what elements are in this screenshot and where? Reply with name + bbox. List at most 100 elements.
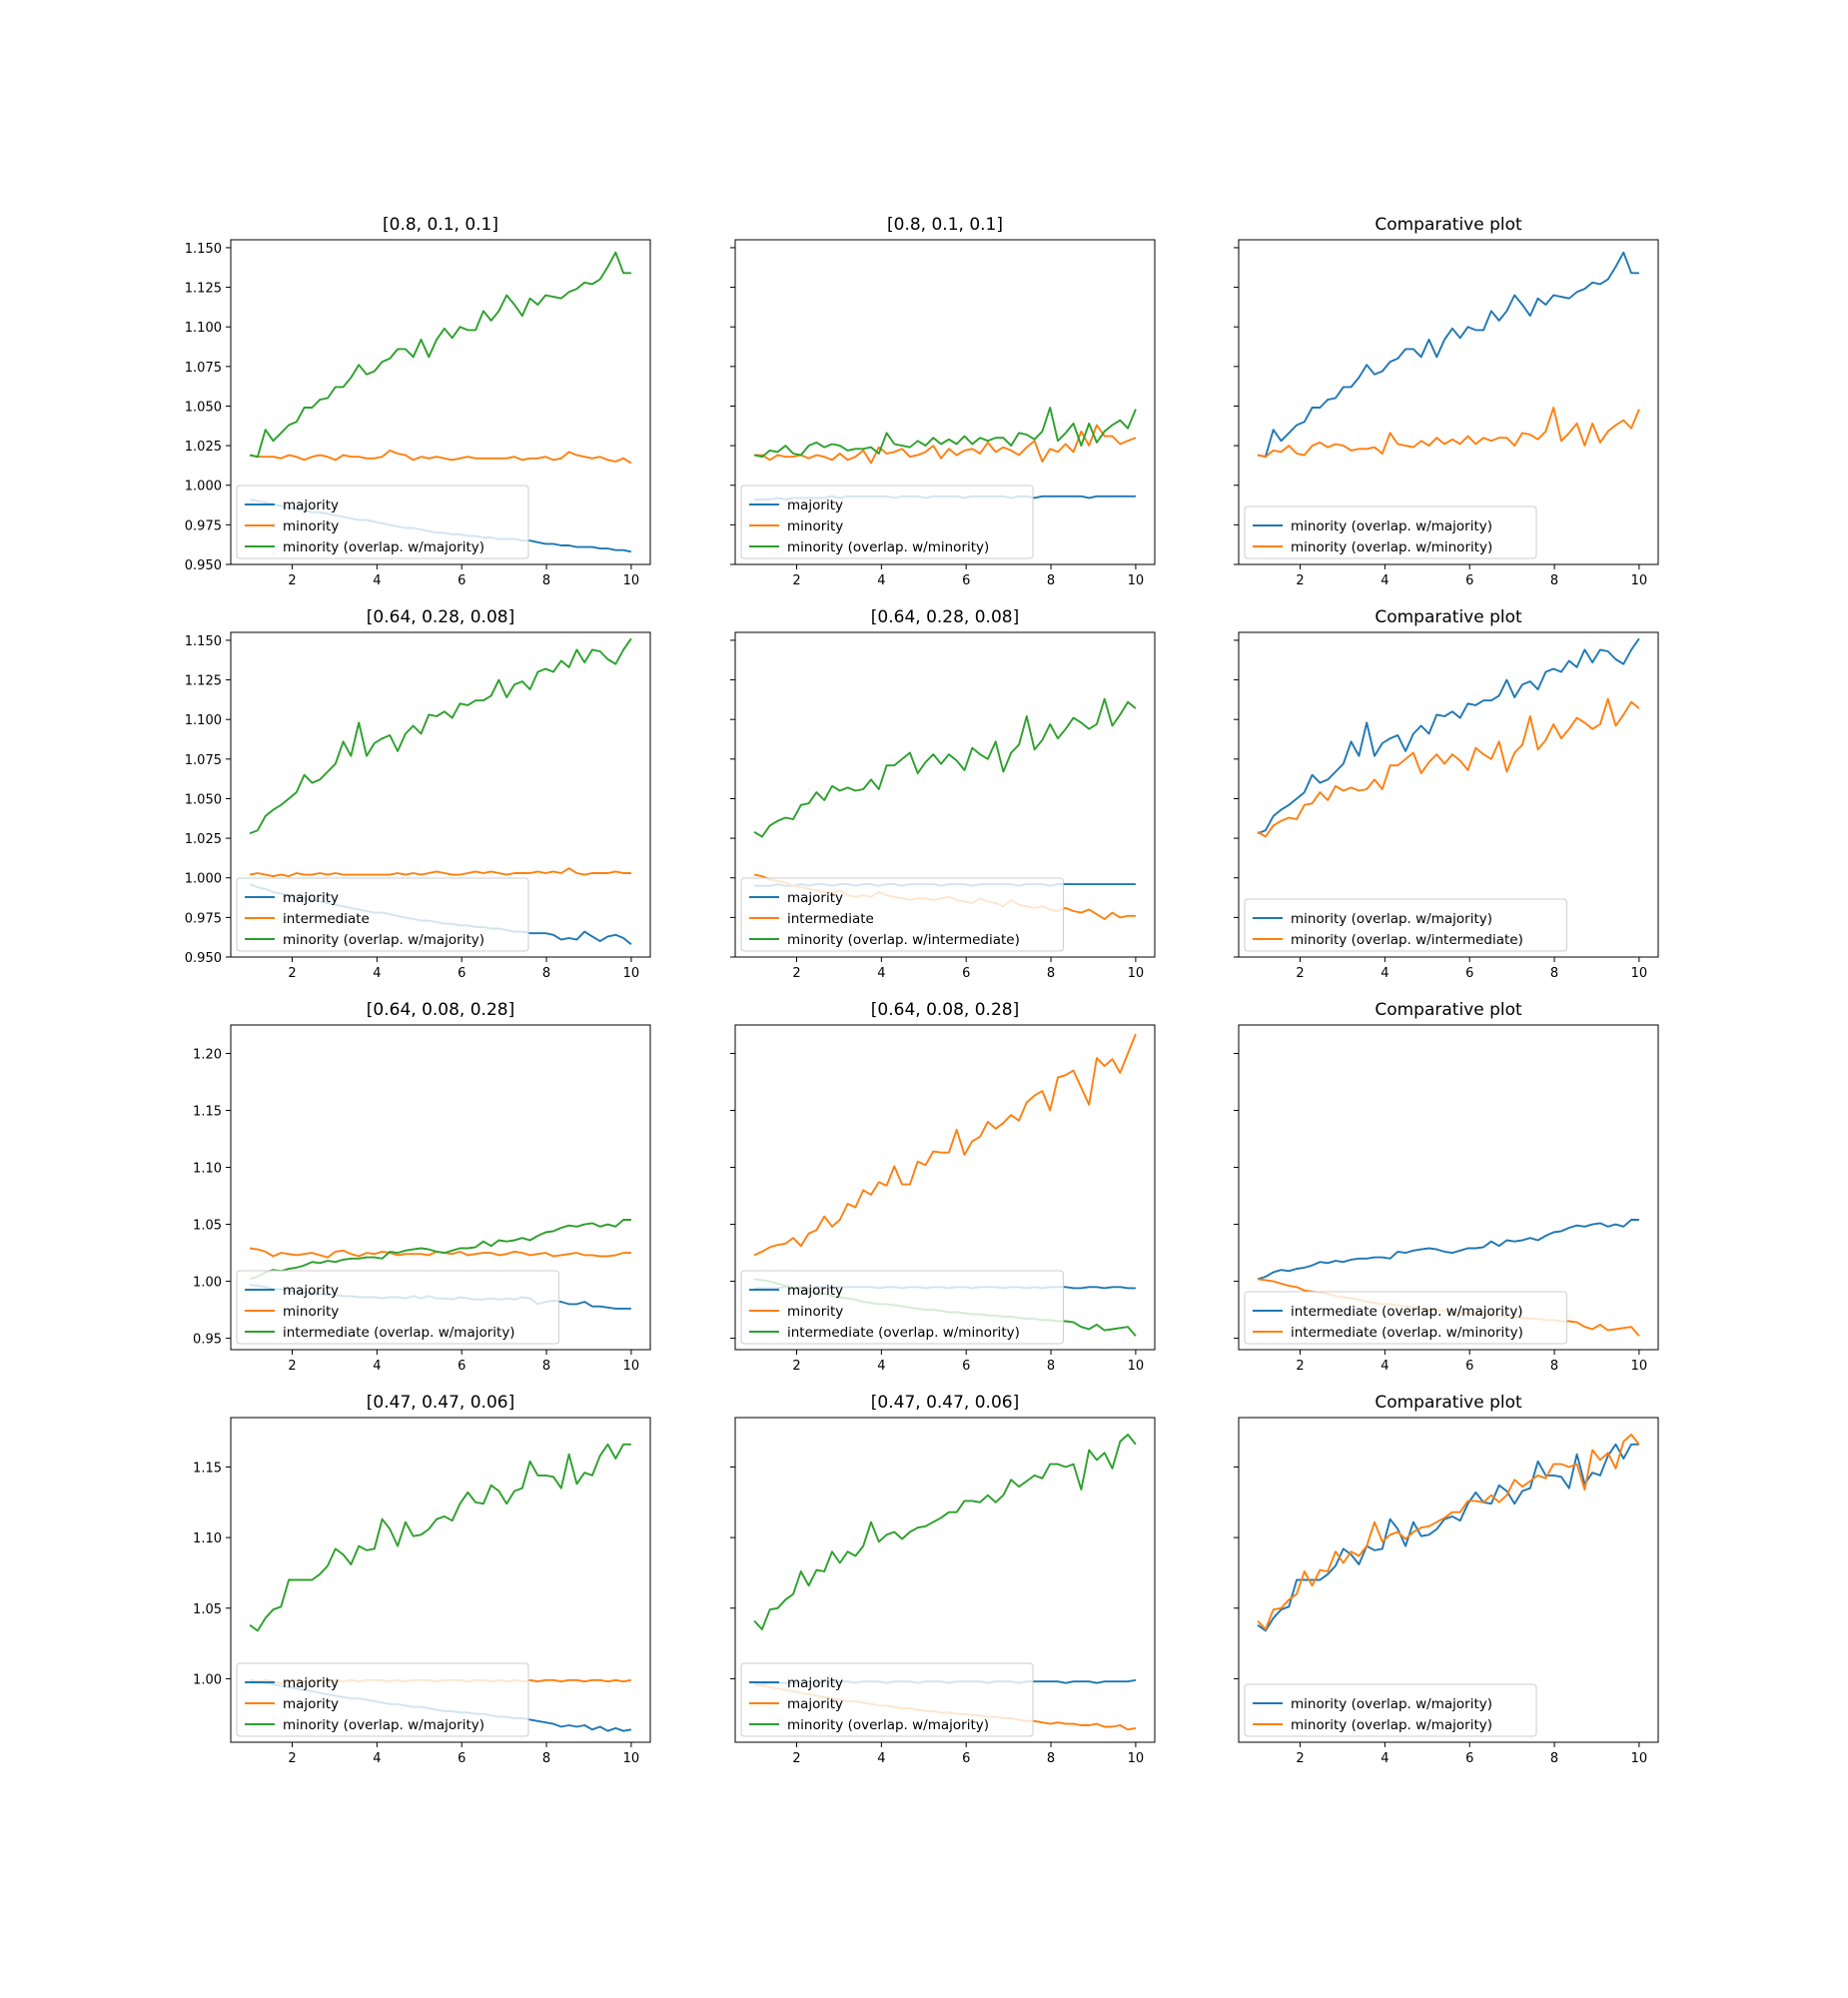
x-tick-label: 4 xyxy=(877,573,885,588)
x-tick-label: 2 xyxy=(288,1359,296,1374)
subplot-title: Comparative plot xyxy=(1375,1000,1522,1020)
legend-label: minority xyxy=(787,518,843,534)
series-line-3 xyxy=(249,1443,631,1632)
subplot-5: [0.64, 0.28, 0.08] 2 4 6 8 10 majority intermed… xyxy=(730,607,1156,981)
x-tick-label: 2 xyxy=(792,1359,800,1374)
y-tick-label: 1.050 xyxy=(185,792,222,807)
plot-frame xyxy=(1238,631,1659,958)
subplot-title: [0.64, 0.28, 0.08] xyxy=(871,607,1019,627)
subplot-2: [0.8, 0.1, 0.1] 2 4 6 8 10 majority minority min… xyxy=(730,215,1156,588)
x-tick-label: 8 xyxy=(1047,1751,1055,1766)
legend-label: majority xyxy=(283,498,339,513)
legend-label: majority xyxy=(283,1283,339,1299)
y-tick-label: 1.150 xyxy=(185,634,222,649)
legend: majority minority minority (overlap. w/min… xyxy=(740,485,1034,559)
x-tick-label: 10 xyxy=(1631,1751,1648,1766)
y-tick-label: 1.125 xyxy=(185,674,222,689)
legend-box xyxy=(1244,1291,1567,1345)
x-tick-label: 8 xyxy=(1047,966,1055,981)
x-tick-label: 10 xyxy=(1128,1751,1145,1766)
legend-box xyxy=(236,1270,559,1345)
x-tick-label: 8 xyxy=(1550,966,1558,981)
y-tick-label: 1.075 xyxy=(185,361,222,376)
plot-frame xyxy=(230,631,651,958)
x-tick-label: 8 xyxy=(1047,1359,1055,1374)
subplot-title: [0.8, 0.1, 0.1] xyxy=(383,215,498,235)
x-tick-label: 4 xyxy=(373,1751,381,1766)
plot-frame xyxy=(734,631,1156,958)
legend-label: majority xyxy=(283,1675,339,1691)
legend: minority (overlap. w/majority) minority (… xyxy=(1244,898,1567,952)
series-line-1 xyxy=(1257,1443,1639,1632)
legend-label: majority xyxy=(787,1696,843,1712)
x-tick-label: 2 xyxy=(792,966,800,981)
plot-frame xyxy=(734,1417,1156,1743)
series-line-2 xyxy=(249,449,632,465)
x-tick-label: 6 xyxy=(962,1751,970,1766)
y-tick-label: 1.125 xyxy=(185,282,222,297)
legend-label: intermediate xyxy=(787,911,874,927)
legend: minority (overlap. w/majority) minority (… xyxy=(1244,505,1537,559)
y-tick-label: 1.05 xyxy=(193,1219,222,1234)
x-tick-label: 4 xyxy=(1381,1359,1388,1374)
x-tick-label: 4 xyxy=(373,1359,381,1374)
y-tick-label: 1.000 xyxy=(185,480,222,495)
y-tick-label: 1.100 xyxy=(185,713,222,728)
x-tick-label: 2 xyxy=(288,1751,296,1766)
subplot-11: [0.47, 0.47, 0.06]2 4 6 8 10majoritymajority… xyxy=(730,1393,1156,1766)
legend: majority minority intermediate (overlap. w… xyxy=(740,1270,1064,1345)
y-tick-label: 1.025 xyxy=(185,832,222,847)
x-tick-label: 10 xyxy=(623,1359,640,1374)
legend-label: intermediate (overlap. w/majority) xyxy=(1291,1304,1523,1320)
subplot-title: [0.8, 0.1, 0.1] xyxy=(887,215,1003,235)
x-tick-label: 6 xyxy=(1465,966,1473,981)
x-tick-label: 10 xyxy=(1631,573,1648,588)
x-tick-label: 10 xyxy=(1631,966,1648,981)
y-tick-label: 1.050 xyxy=(185,400,222,415)
subplot-12: Comparative plot 2 4 6 8 10 minority (overlap.… xyxy=(1234,1393,1659,1766)
series-line-3 xyxy=(753,1434,1137,1630)
legend-label: minority (overlap. w/majority) xyxy=(1291,911,1492,927)
y-tick-label: 1.15 xyxy=(193,1105,222,1120)
legend-label: majority xyxy=(787,1283,843,1299)
legend-label: minority xyxy=(283,1304,339,1320)
series-line-2 xyxy=(754,424,1137,465)
x-tick-label: 4 xyxy=(1381,573,1388,588)
y-tick-label: 1.025 xyxy=(185,440,222,455)
x-tick-label: 10 xyxy=(1631,1359,1648,1374)
x-tick-label: 4 xyxy=(877,1751,885,1766)
x-tick-label: 6 xyxy=(1465,1359,1473,1374)
legend-label: intermediate (overlap. w/minority) xyxy=(787,1325,1020,1341)
subplot-title: [0.47, 0.47, 0.06] xyxy=(367,1393,514,1413)
legend-label: minority (overlap. w/majority) xyxy=(1291,1717,1492,1733)
x-tick-label: 6 xyxy=(458,1359,465,1374)
legend: majority minority minority (overlap. w/maj… xyxy=(236,485,529,559)
x-tick-label: 2 xyxy=(1296,1359,1304,1374)
subplot-9: Comparative plot 2 4 6 8 10 intermediate (over… xyxy=(1234,1000,1659,1374)
plot-frame xyxy=(230,239,651,565)
x-tick-label: 6 xyxy=(962,1359,970,1374)
y-tick-label: 1.00 xyxy=(193,1672,222,1687)
x-tick-label: 6 xyxy=(962,966,970,981)
legend-box xyxy=(740,877,1064,952)
series-line-2 xyxy=(1257,407,1640,459)
x-tick-label: 2 xyxy=(792,1751,800,1766)
x-tick-label: 2 xyxy=(1296,573,1304,588)
x-tick-label: 6 xyxy=(458,573,465,588)
x-tick-label: 2 xyxy=(288,966,296,981)
subplot-6: Comparative plot 2 4 6 8 10 minority (overlap.… xyxy=(1234,607,1659,981)
subplot-7: [0.64, 0.08, 0.28] 2 4 6 8 10 0.95 1.00 1.05 1.10… xyxy=(193,1000,651,1374)
x-tick-label: 6 xyxy=(458,966,465,981)
x-tick-label: 10 xyxy=(623,966,640,981)
legend-label: minority (overlap. w/majority) xyxy=(283,539,484,555)
x-tick-label: 6 xyxy=(1465,1751,1473,1766)
x-tick-label: 2 xyxy=(1296,1751,1304,1766)
series-line-3 xyxy=(249,1219,631,1281)
legend: majority majority minority (overlap. w/maj… xyxy=(740,1662,1034,1737)
y-tick-label: 1.075 xyxy=(185,753,222,768)
x-tick-label: 2 xyxy=(288,573,296,588)
legend-label: minority (overlap. w/majority) xyxy=(283,932,484,948)
y-tick-label: 0.950 xyxy=(185,951,222,966)
legend: majority intermediate minority (overlap. w… xyxy=(236,877,529,952)
legend-box xyxy=(740,1270,1064,1345)
